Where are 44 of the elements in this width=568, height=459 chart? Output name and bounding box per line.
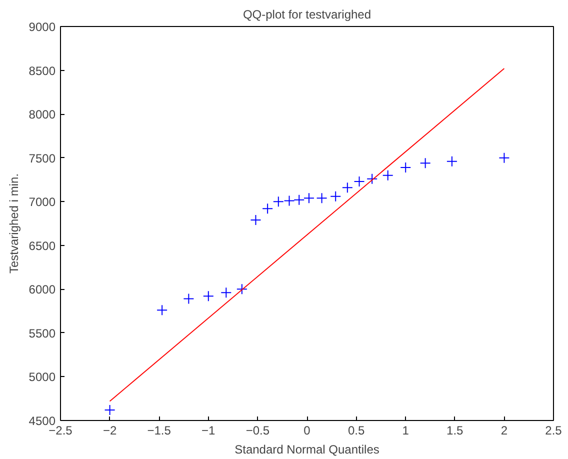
point [400,162,412,173]
chart-title: QQ-plot for testvarighed [242,8,372,22]
x-tick-label: 2.5 [545,424,562,438]
y-tick-label: 6500 [28,238,56,253]
x-axis-title: Standard Normal Quantiles [234,442,380,456]
x-tick-label: −1.5 [147,424,172,438]
point [330,190,342,202]
point [284,195,295,206]
point [446,156,458,167]
point [354,176,365,187]
y-tick-label: 7000 [28,195,56,210]
point [272,196,284,208]
y-tick-label: 5500 [28,326,56,340]
point [250,214,262,226]
y-tick-label: 5000 [28,370,56,384]
x-tick-label: 0.5 [348,424,365,438]
point [303,192,314,204]
point [498,152,510,164]
point [183,293,194,304]
point [420,158,431,169]
x-tick-label: −2 [102,424,117,438]
point [156,304,168,316]
y-tick-label: 8000 [28,108,56,122]
point [104,404,116,416]
point [262,203,274,214]
y-tick-label: 8500 [28,64,56,78]
y-tick-label: 9000 [28,20,56,34]
point [366,173,378,184]
y-tick-label: 6000 [28,282,56,297]
point [316,192,328,204]
x-tick-label: 2 [500,424,508,438]
point [236,284,248,295]
point [294,194,305,206]
x-tick-label: −1 [202,424,216,438]
y-tick-label: 7500 [28,151,56,166]
x-tick-label: 1.5 [446,424,464,438]
x-tick-label: 1 [402,424,410,438]
point [202,290,214,302]
point [382,170,394,181]
y-axis-title: Testvarighed i min. [6,173,21,274]
x-tick-label: 0 [304,424,311,438]
point [220,287,232,298]
point [342,182,353,194]
x-tick-label: −0.5 [246,424,270,438]
